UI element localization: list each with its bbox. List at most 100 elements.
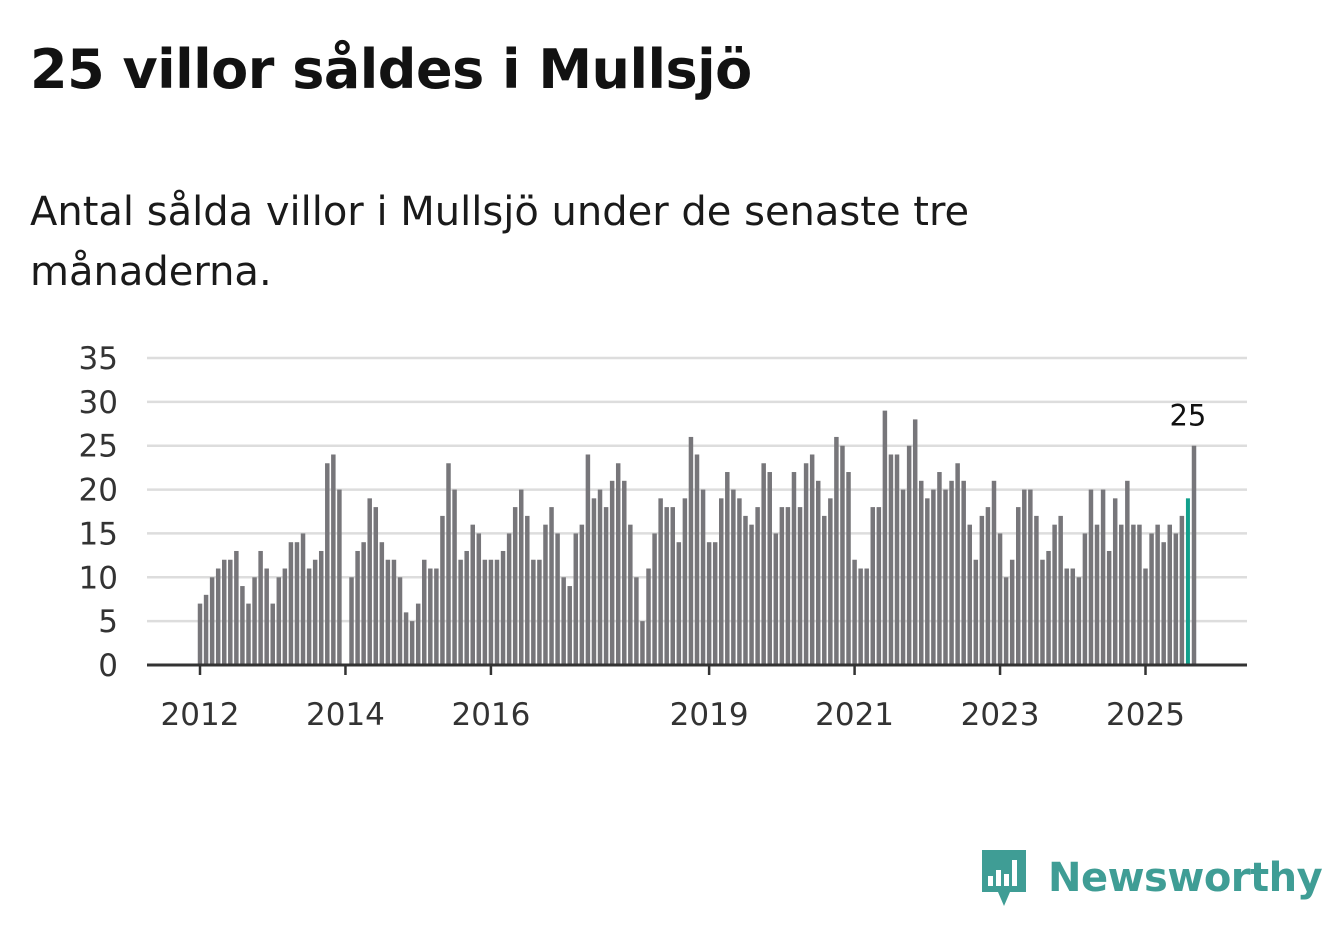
bars [197,410,1197,665]
bar [276,577,282,665]
bar [876,507,882,665]
bar [822,515,827,665]
y-tick-label: 15 [79,516,118,552]
bar [1015,507,1021,665]
bar [397,577,403,665]
bar [385,559,391,665]
x-axis-ticks: 2012 2014 2016 2019 2021 2023 2025 [161,665,1185,733]
bar [482,559,488,665]
bar [573,533,579,665]
bar [264,568,269,665]
bar [312,559,318,665]
chart-subtitle: Antal sålda villor i Mullsjö under de se… [30,189,970,295]
annotations: 25 [1169,399,1206,433]
bar [846,472,851,665]
bar [700,489,706,665]
bar [306,568,312,665]
bar [579,524,585,665]
bar [1058,515,1063,665]
bar [852,559,857,665]
bar [870,507,876,665]
bar [834,436,839,665]
x-tick-label: 2025 [1106,697,1185,733]
bar [1070,568,1076,665]
bar [894,454,900,665]
bar [203,594,209,665]
bar [912,419,918,665]
bar [652,533,657,665]
bar [979,515,985,665]
bar [300,533,306,665]
bar [1167,524,1172,665]
y-tick-label: 5 [98,604,118,640]
bar [415,603,421,665]
bar [355,550,360,665]
bar [1131,524,1136,665]
bar [270,603,275,665]
bar [761,463,766,665]
bar [209,577,215,665]
bar [725,472,730,665]
bar [331,454,336,665]
bar [640,621,645,665]
bar [961,480,966,665]
bar [937,472,942,665]
bar [531,559,536,665]
bar [670,507,675,665]
bar [773,533,779,665]
bar [694,454,700,665]
bar [597,489,603,665]
bar [749,524,754,665]
bar [1125,480,1130,665]
bar [234,550,239,665]
bar [712,542,718,665]
bar [325,463,330,665]
y-tick-label: 0 [98,648,118,684]
bar [815,480,821,665]
bar [379,542,385,665]
bar [446,463,451,665]
bar [215,568,221,665]
bar [1022,489,1027,665]
bar-highlight [1185,498,1190,665]
bar [858,568,863,665]
bar [1106,550,1112,665]
bar [488,559,494,665]
bar [797,507,803,665]
bar [494,559,500,665]
bar [1149,533,1154,665]
bar [719,498,724,665]
bar [882,410,888,665]
bar [518,489,524,665]
bar [422,559,427,665]
bar [470,524,475,665]
bar [706,542,712,665]
bar [1064,568,1069,665]
bar [1009,559,1015,665]
bar [997,533,1003,665]
bar [367,498,372,665]
bar [955,463,960,665]
bar [1003,577,1009,665]
y-axis-ticks: 0 5 10 15 20 25 30 35 [79,341,118,684]
bar [240,586,245,665]
bar [476,533,482,665]
bar [349,577,354,665]
x-tick-label: 2012 [161,697,240,733]
bar [288,542,294,665]
bar [900,489,906,665]
highlight-value-label: 25 [1169,399,1206,433]
bar [603,507,609,665]
bar [506,533,512,665]
x-tick-label: 2014 [306,697,385,733]
bar [646,568,651,665]
bar [1088,489,1094,665]
bar [361,542,366,665]
x-tick-label: 2023 [961,697,1040,733]
bar [1179,515,1185,665]
bar [803,463,809,665]
y-tick-label: 35 [79,341,118,377]
bar [464,550,469,665]
bar [1034,515,1039,665]
